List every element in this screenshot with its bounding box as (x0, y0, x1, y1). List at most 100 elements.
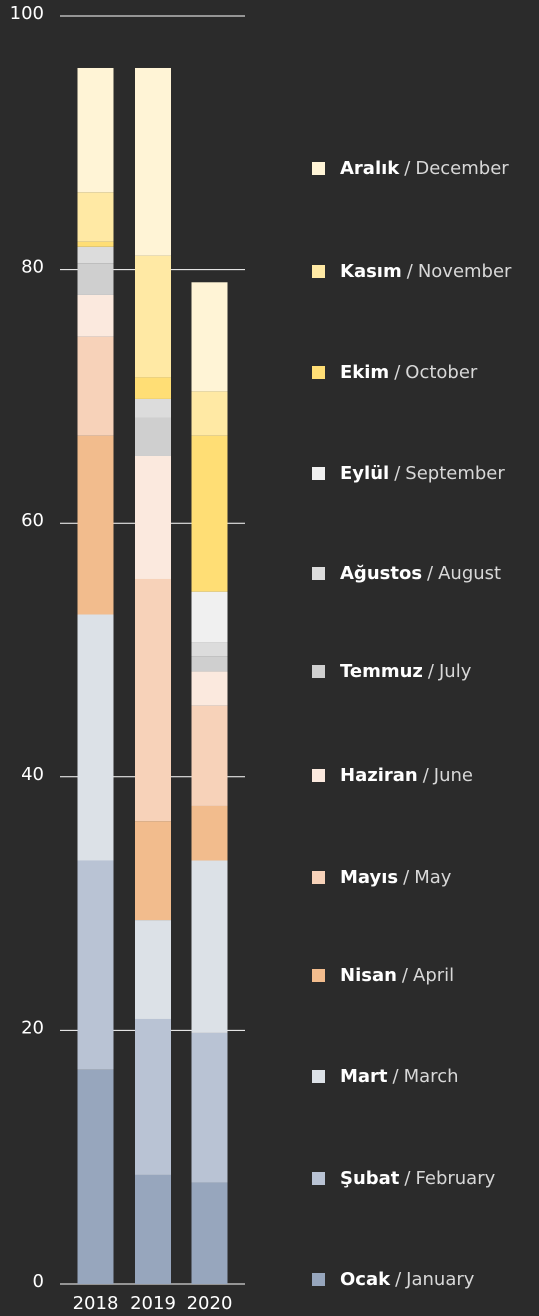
legend-separator: / (393, 1066, 400, 1087)
legend-separator: / (404, 1168, 411, 1189)
legend-separator: / (407, 261, 414, 282)
legend-name: Kasım (340, 261, 402, 282)
bar-segment (191, 642, 228, 657)
legend-swatch (312, 1172, 325, 1185)
legend-separator: / (423, 765, 430, 786)
bar-segment (191, 1182, 228, 1284)
bar-segment (135, 920, 171, 1019)
y-tick-label: 100 (10, 3, 44, 24)
legend-name: Ocak (340, 1269, 391, 1290)
bar-segment (191, 656, 228, 672)
bar-segment (77, 614, 114, 861)
legend-separator: / (428, 661, 435, 682)
legend-separator: / (427, 563, 434, 584)
bar-segment (135, 455, 171, 579)
bar-segment (135, 67, 171, 256)
y-tick-label: 20 (21, 1017, 44, 1038)
legend-entry: Ocak / January (340, 1269, 475, 1290)
legend-name-en: May (414, 867, 452, 888)
bar-segment (77, 246, 114, 264)
legend-entry: Mart / March (340, 1066, 459, 1087)
bar-segment (191, 591, 228, 643)
legend-swatch (312, 1070, 325, 1083)
bar-segment (135, 417, 171, 456)
legend-entry: Haziran / June (340, 765, 473, 786)
legend-name-en: February (416, 1168, 496, 1189)
legend-swatch (312, 769, 325, 782)
bar-segment (135, 1018, 171, 1175)
y-tick-label: 40 (21, 764, 44, 785)
bar-segment (191, 705, 228, 806)
bar-segment (77, 67, 114, 193)
legend-name: Ağustos (340, 563, 422, 584)
legend-swatch (312, 1273, 325, 1286)
legend-name: Mayıs (340, 867, 398, 888)
legend-separator: / (403, 867, 410, 888)
bar-segment (135, 821, 171, 921)
legend-swatch (312, 665, 325, 678)
bar-segment (77, 294, 114, 337)
legend-entry: Temmuz / July (340, 661, 472, 682)
legend-entry: Eylül / September (340, 463, 505, 484)
bar-segment (135, 578, 171, 822)
legend-name: Eylül (340, 463, 389, 484)
bar-segment (135, 1174, 171, 1284)
legend-swatch (312, 969, 325, 982)
legend-name-en: June (433, 765, 473, 786)
legend-swatch (312, 467, 325, 480)
bar-segment (191, 391, 228, 436)
legend-name: Haziran (340, 765, 418, 786)
legend-name-en: July (438, 661, 472, 682)
legend-separator: / (402, 965, 409, 986)
bar-segment (191, 1032, 228, 1183)
legend-entry: Ağustos / August (340, 563, 501, 584)
legend-name-en: April (413, 965, 454, 986)
legend-separator: / (404, 158, 411, 179)
bar-segment (77, 192, 114, 242)
legend-name-en: March (404, 1066, 459, 1087)
legend-name-en: November (418, 261, 512, 282)
legend-name-en: September (405, 463, 505, 484)
legend-name: Temmuz (340, 661, 423, 682)
legend-name-en: October (405, 362, 478, 383)
legend-name-en: December (415, 158, 509, 179)
bar-segment (77, 263, 114, 295)
legend-swatch (312, 162, 325, 175)
bar-segment (135, 255, 171, 378)
legend-swatch (312, 265, 325, 278)
y-tick-label: 0 (33, 1271, 44, 1292)
legend-name: Mart (340, 1066, 388, 1087)
legend-entry: Nisan / April (340, 965, 454, 986)
legend-swatch (312, 366, 325, 379)
legend-swatch (312, 567, 325, 580)
legend-separator: / (395, 1269, 402, 1290)
bar-segment (191, 860, 228, 1033)
bar-segment (191, 282, 228, 392)
bar-segment (77, 860, 114, 1070)
legend-name-en: January (405, 1269, 475, 1290)
x-tick-label: 2018 (73, 1293, 119, 1314)
x-tick-label: 2019 (130, 1293, 176, 1314)
bar-segment (135, 377, 171, 399)
bar-segment (135, 398, 171, 418)
legend-name: Nisan (340, 965, 397, 986)
legend-entry: Kasım / November (340, 261, 512, 282)
bar-segment (77, 1069, 114, 1284)
bar-segment (77, 241, 114, 247)
legend-entry: Mayıs / May (340, 867, 452, 888)
legend-name: Şubat (340, 1168, 400, 1189)
legend-entry: Ekim / October (340, 362, 478, 383)
legend-entry: Aralık / December (340, 158, 509, 179)
bar-segment (77, 336, 114, 436)
legend-swatch (312, 871, 325, 884)
bar-segment (191, 435, 228, 592)
legend-name-en: August (438, 563, 501, 584)
y-tick-label: 60 (21, 510, 44, 531)
legend-name: Aralık (340, 158, 400, 179)
legend-separator: / (394, 463, 401, 484)
legend-name: Ekim (340, 362, 389, 383)
legend-separator: / (394, 362, 401, 383)
bar-segment (191, 805, 228, 861)
bar-segment (191, 671, 228, 706)
